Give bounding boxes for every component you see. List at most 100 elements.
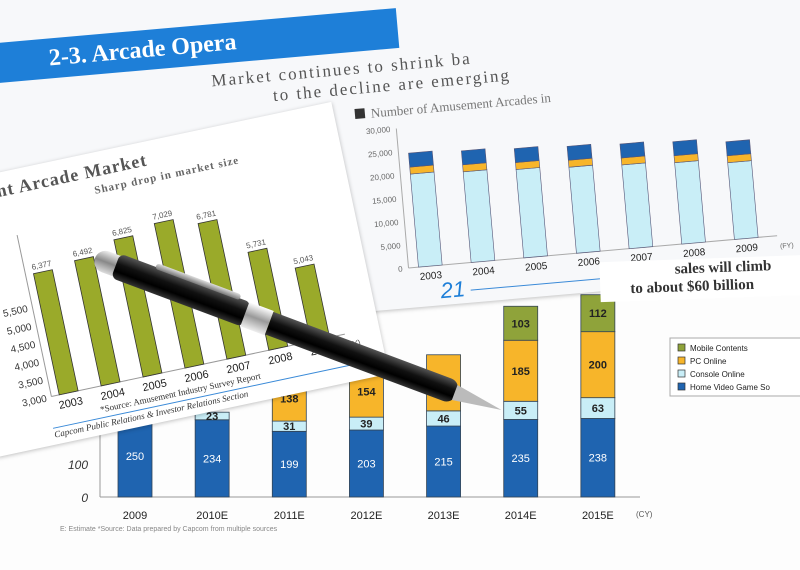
- bar-segment: [461, 148, 487, 166]
- x-tick-label: 2012E: [351, 510, 383, 522]
- legend-label: Console Online: [690, 370, 745, 379]
- data-label: 46: [437, 413, 449, 425]
- bar-segment: [503, 305, 539, 341]
- y-tick-label: 5,000: [6, 322, 33, 338]
- x-tick-label: 2003: [58, 395, 84, 412]
- legend-square-icon: [354, 108, 366, 120]
- x-unit-label: (FY): [780, 242, 794, 250]
- y-axis: [16, 234, 52, 397]
- data-label: 203: [357, 459, 375, 471]
- x-tick-label: 2009: [123, 510, 147, 522]
- data-label: 185: [512, 366, 530, 378]
- bar-segment: [580, 331, 616, 399]
- y-tick-label: 0: [398, 264, 404, 273]
- headline-line1: sales will climb: [674, 258, 772, 278]
- bar-segment: [515, 167, 548, 259]
- data-label: 154: [357, 387, 376, 399]
- bar-segment: [727, 160, 759, 240]
- data-label: 63: [592, 403, 604, 415]
- data-label: 103: [512, 318, 530, 330]
- data-label: 238: [589, 453, 607, 465]
- x-tick-label: 2008: [683, 247, 707, 260]
- data-label: 112: [589, 308, 607, 320]
- x-tick-label: 2014E: [505, 510, 537, 522]
- bar-segment: [580, 418, 616, 498]
- bar-segment: [674, 160, 706, 245]
- data-label: 250: [126, 451, 144, 463]
- data-label: 6,781: [195, 209, 217, 222]
- bar-segment: [349, 429, 384, 498]
- data-label: 200: [589, 360, 607, 372]
- y-tick-label: 3,500: [17, 376, 44, 392]
- bar-segment: [725, 139, 752, 157]
- data-label: 31: [283, 421, 295, 433]
- bar-segment: [672, 139, 699, 157]
- legend-label: Home Video Game So: [690, 383, 770, 392]
- bar-segment: [503, 339, 539, 402]
- data-label: 6,377: [31, 259, 53, 272]
- y-tick-label: 20,000: [370, 171, 396, 182]
- page-number: 21: [439, 276, 467, 304]
- game-market-chart: 0 100 250 2009 234 23 2010E 199 31 138 2011E 203 39 1…: [68, 294, 800, 522]
- data-label: 7,029: [152, 209, 174, 222]
- y-tick-label: 5,000: [380, 241, 401, 252]
- legend-swatch: [677, 382, 686, 391]
- x-tick-label: 2009: [735, 242, 759, 255]
- x-tick-label: 2010E: [196, 510, 228, 522]
- x-tick-label: 2013E: [428, 510, 460, 522]
- x-tick-label: 2015E: [582, 510, 614, 522]
- y-tick-label: 100: [68, 458, 88, 472]
- bar-segment: [194, 419, 230, 498]
- bar-segment: [462, 169, 496, 263]
- top-sheet: 2-3. Arcade Opera Market continues to sh…: [0, 0, 800, 344]
- y-tick-label: 30,000: [366, 125, 392, 136]
- bar-segment: [271, 430, 307, 498]
- bar-segment: [408, 150, 434, 168]
- bar-segment: [503, 419, 539, 498]
- y-tick-label: 10,000: [374, 218, 400, 229]
- x-unit-label: (CY): [636, 510, 653, 519]
- data-label: 23: [206, 411, 218, 423]
- x-tick-label: 2006: [577, 256, 601, 269]
- data-label: 138: [280, 393, 298, 405]
- bar: [74, 256, 121, 387]
- x-tick-label: 2008: [267, 351, 293, 368]
- data-label: 5,043: [293, 253, 315, 266]
- legend-label: Mobile Contents: [690, 344, 748, 353]
- legend-box: [669, 337, 800, 397]
- right-sheet: sales will climb to about $60 billion: [599, 253, 800, 303]
- y-tick-label: 3,000: [21, 393, 48, 409]
- bar-segment: [117, 414, 153, 498]
- y-tick-label: 25,000: [368, 148, 394, 159]
- legend-swatch: [677, 356, 686, 365]
- x-tick-label: 2005: [525, 261, 549, 274]
- x-tick-label: 2004: [472, 265, 496, 278]
- bar-segment: [621, 162, 654, 249]
- headline-line2: to about $60 billion: [630, 276, 755, 298]
- bar-segment: [410, 171, 443, 268]
- bar-segment: [566, 143, 593, 161]
- data-label: 5,731: [245, 237, 267, 250]
- source-note: E: Estimate *Source: Data prepared by Ca…: [60, 526, 278, 533]
- y-tick-label: 4,500: [10, 340, 37, 356]
- x-tick-label: 2003: [419, 270, 443, 283]
- data-label: 235: [512, 453, 530, 465]
- data-label: 55: [515, 405, 527, 417]
- legend-label: PC Online: [690, 357, 727, 366]
- bar-segment: [513, 146, 540, 163]
- data-label: 215: [434, 457, 452, 469]
- bar-segment: [619, 141, 646, 159]
- y-tick-label: 0: [81, 491, 88, 505]
- y-tick-label: 15,000: [372, 195, 398, 206]
- data-label: 199: [280, 459, 298, 471]
- legend-swatch: [677, 369, 686, 378]
- bar-segment: [194, 411, 230, 421]
- data-label: 234: [203, 453, 221, 465]
- x-tick-label: 2011E: [274, 510, 305, 522]
- y-tick-label: 5,500: [2, 304, 29, 320]
- legend-swatch: [677, 343, 686, 352]
- y-axis: [395, 128, 410, 268]
- arcade-count-chart: 0 5,000 10,000 15,000 20,000 25,000 30,000 2003…: [366, 125, 794, 283]
- data-label: 39: [360, 419, 372, 431]
